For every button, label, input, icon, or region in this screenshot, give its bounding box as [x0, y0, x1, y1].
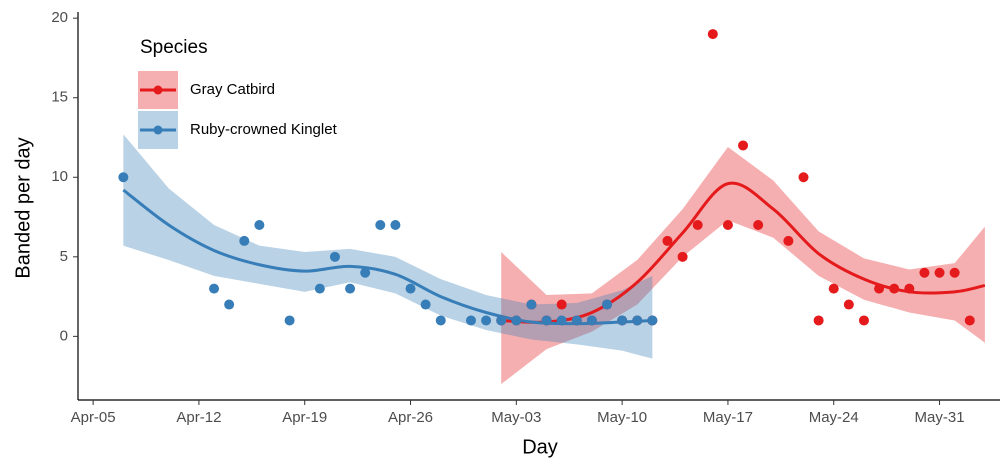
point: [828, 283, 839, 294]
legend-dot: [153, 85, 163, 95]
point: [556, 315, 567, 326]
point: [617, 315, 628, 326]
point: [753, 220, 764, 230]
x-tick-label: May-31: [915, 409, 965, 426]
point: [329, 251, 340, 262]
point: [783, 235, 794, 246]
point: [919, 267, 930, 278]
legend-dot: [153, 125, 163, 135]
x-tick-label: Apr-26: [388, 409, 433, 426]
point: [314, 283, 325, 294]
x-axis-title: Day: [522, 436, 558, 458]
point: [586, 315, 597, 326]
point: [511, 315, 522, 326]
point: [224, 299, 235, 310]
confidence-band: [123, 134, 653, 359]
y-tick-label: 0: [60, 327, 68, 344]
point: [889, 283, 900, 294]
point: [858, 315, 869, 326]
x-tick-label: Apr-12: [176, 409, 221, 426]
y-tick-label: 20: [51, 9, 68, 26]
point: [843, 299, 854, 310]
point: [662, 235, 673, 246]
point: [556, 299, 567, 310]
point: [707, 29, 718, 40]
y-axis-title: Banded per day: [12, 137, 34, 278]
point: [571, 315, 582, 326]
point: [345, 283, 356, 294]
x-tick-label: Apr-19: [282, 409, 327, 426]
point: [874, 283, 885, 294]
confidence-band: [501, 147, 985, 385]
legend-label: Gray Catbird: [190, 81, 275, 98]
legend-title: Species: [140, 37, 208, 58]
point: [677, 251, 688, 262]
point: [722, 220, 733, 230]
point: [798, 172, 809, 183]
point: [254, 220, 265, 230]
point: [118, 172, 129, 183]
y-tick-label: 5: [60, 248, 68, 265]
legend-label: Ruby-crowned Kinglet: [190, 121, 338, 138]
point: [541, 315, 552, 326]
point: [481, 315, 492, 326]
point: [375, 220, 386, 230]
point: [647, 315, 658, 326]
point: [360, 267, 371, 278]
point: [284, 315, 295, 326]
point: [390, 220, 401, 230]
point: [813, 315, 824, 326]
point: [209, 283, 220, 294]
x-tick-label: May-03: [491, 409, 541, 426]
y-tick-label: 15: [51, 89, 68, 106]
point: [405, 283, 416, 294]
point: [602, 299, 613, 310]
point: [435, 315, 446, 326]
point: [465, 315, 476, 326]
point: [949, 267, 960, 278]
point: [692, 220, 703, 230]
x-tick-label: May-24: [809, 409, 859, 426]
point: [964, 315, 975, 326]
point: [904, 283, 915, 294]
point: [632, 315, 643, 326]
point: [526, 299, 537, 310]
point: [239, 235, 250, 246]
x-tick-label: Apr-05: [71, 409, 116, 426]
x-tick-label: May-10: [597, 409, 647, 426]
point: [934, 267, 945, 278]
x-tick-label: May-17: [703, 409, 753, 426]
point: [420, 299, 431, 310]
point: [496, 315, 507, 326]
y-tick-label: 10: [51, 168, 68, 185]
point: [738, 140, 749, 151]
